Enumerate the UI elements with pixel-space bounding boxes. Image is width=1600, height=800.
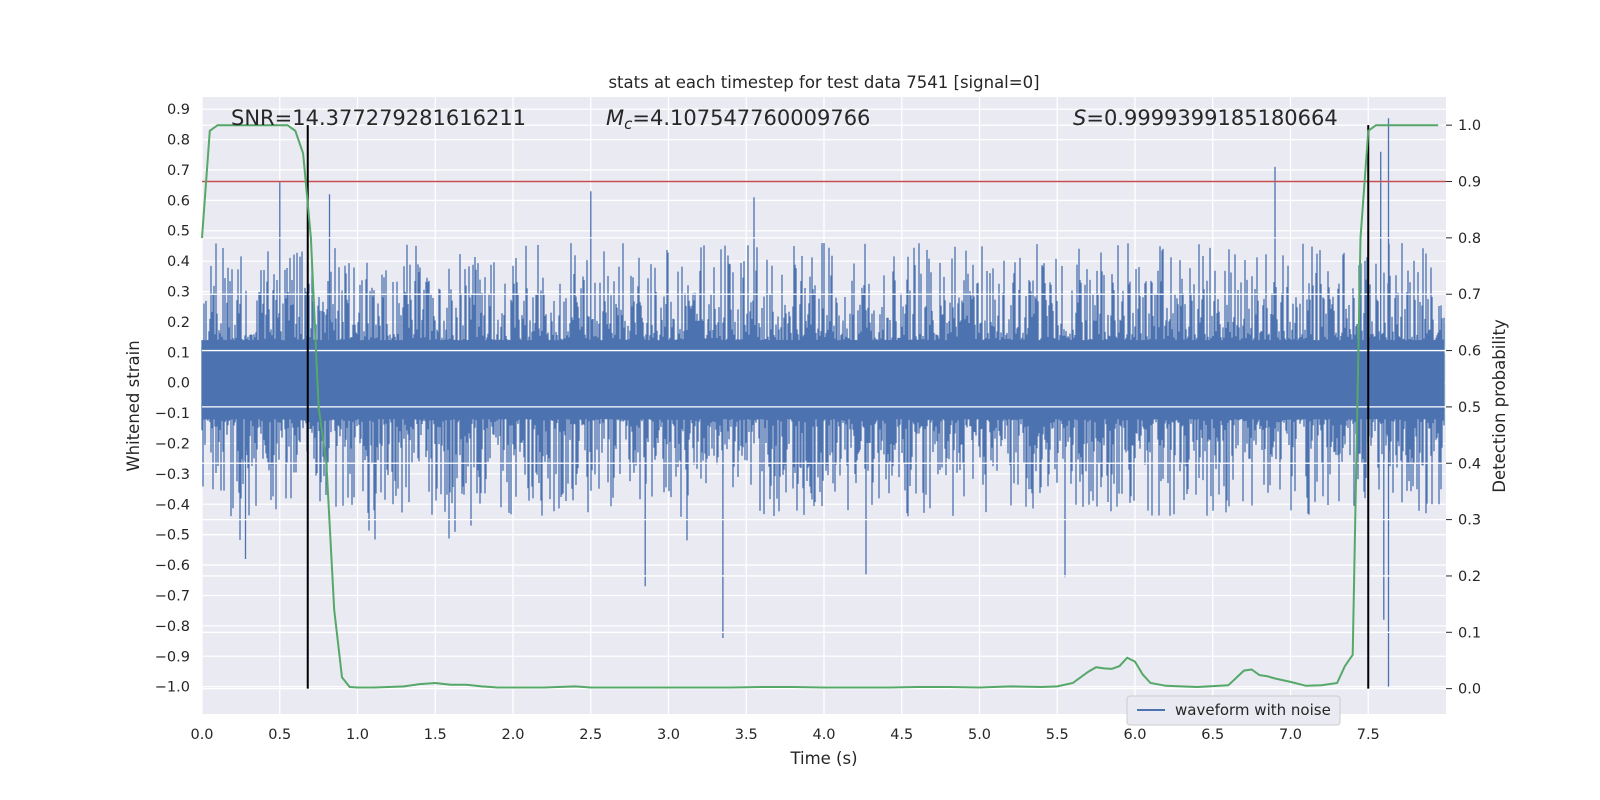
y-tick-label: −0.8 [155, 619, 190, 635]
y-tick-label: −0.4 [155, 497, 190, 513]
legend-box [1126, 695, 1341, 726]
snr-annotation: SNR=14.377279281616211 [231, 106, 526, 130]
right-y-tick-label: 0.6 [1458, 344, 1481, 360]
y-tick-label: −0.5 [155, 528, 190, 544]
y-tick-label: 0.9 [167, 102, 190, 118]
y-tick-label: 0.6 [167, 193, 190, 209]
right-y-gridlines [202, 124, 1446, 690]
mc-annotation: Mc=4.107547760009766 [606, 106, 870, 133]
mc-value: =4.107547760009766 [632, 106, 870, 130]
y-tick-label: 0.3 [167, 285, 190, 301]
y-tick-label: −1.0 [155, 680, 190, 696]
s-symbol: S [1073, 106, 1086, 130]
legend-label: waveform with noise [1175, 701, 1331, 719]
mc-symbol: M [606, 106, 624, 130]
x-tick-label: 1.0 [346, 727, 369, 743]
x-axis-label: Time (s) [789, 749, 857, 768]
right-y-tick-label: 0.4 [1458, 456, 1481, 472]
waveform-series [201, 118, 1445, 687]
right-y-axis-label: Detection probability [1490, 319, 1509, 493]
y-tick-label: 0.4 [167, 254, 190, 270]
x-tick-label: 7.0 [1279, 727, 1302, 743]
y-tick-label: 0.1 [167, 345, 190, 361]
chart-title: stats at each timestep for test data 754… [608, 73, 1039, 92]
x-tick-label: 4.5 [890, 727, 913, 743]
s-annotation: S=0.9999399185180664 [1073, 106, 1338, 130]
x-tick-label: 7.5 [1357, 727, 1380, 743]
x-tick-label: 5.0 [968, 727, 991, 743]
marker-vertical-lines [306, 125, 1370, 689]
y-tick-label: −0.7 [155, 588, 190, 604]
x-tick-label: 3.0 [657, 727, 680, 743]
x-tick-label: 0.0 [190, 727, 213, 743]
y-tick-label: −0.2 [155, 436, 190, 452]
y-axis-label: Whitened strain [124, 340, 143, 471]
y-tick-label: 0.0 [167, 376, 190, 392]
right-y-tick-label: 0.1 [1458, 625, 1481, 641]
x-tick-labels: 0.0 0.5 1.0 1.5 2.0 2.5 3.0 3.5 4.0 4.5 5.0 5.5 6.0 6… [190, 727, 1379, 743]
detection-probability-line [201, 124, 1439, 689]
right-y-tick-label: 0.9 [1458, 175, 1481, 191]
x-tick-label: 2.0 [501, 727, 524, 743]
right-y-tick-label: 0.5 [1458, 400, 1481, 416]
x-tick-label: 5.5 [1046, 727, 1069, 743]
right-y-tick-label: 0.3 [1458, 513, 1481, 529]
mc-subscript: c [624, 115, 633, 133]
right-y-tick-label: 1.0 [1458, 118, 1481, 134]
right-y-tick-label: 0.8 [1458, 231, 1481, 247]
x-tick-label: 2.5 [579, 727, 602, 743]
y-tick-label: −0.9 [155, 649, 190, 665]
y-tick-label: −0.6 [155, 558, 190, 574]
right-y-tick-label: 0.2 [1458, 569, 1481, 585]
legend: waveform with noise [1126, 695, 1341, 726]
x-tick-label: 0.5 [268, 727, 291, 743]
y-tick-label: −0.1 [155, 406, 190, 422]
y-tick-label: −0.3 [155, 467, 190, 483]
x-tick-label: 1.5 [424, 727, 447, 743]
right-y-tick-labels: 1.0 0.9 0.8 0.7 0.6 0.5 0.4 0.3 0.2 0.1 0.0 [1446, 118, 1481, 698]
y-tick-label: 0.8 [167, 133, 190, 149]
x-tick-label: 6.0 [1123, 727, 1146, 743]
right-y-tick-label: 0.7 [1458, 287, 1481, 303]
x-tick-label: 3.5 [735, 727, 758, 743]
y-tick-label: 0.5 [167, 224, 190, 240]
y-tick-labels: 0.9 0.8 0.7 0.6 0.5 0.4 0.3 0.2 0.1 0.0 −0.1 −0.2 −0… [155, 102, 190, 695]
s-value: =0.9999399185180664 [1086, 106, 1337, 130]
x-tick-label: 6.5 [1201, 727, 1224, 743]
y-tick-label: 0.7 [167, 163, 190, 179]
y-tick-label: 0.2 [167, 315, 190, 331]
right-y-tick-label: 0.0 [1458, 682, 1481, 698]
waveform-path [201, 118, 1445, 687]
x-tick-label: 4.0 [812, 727, 835, 743]
